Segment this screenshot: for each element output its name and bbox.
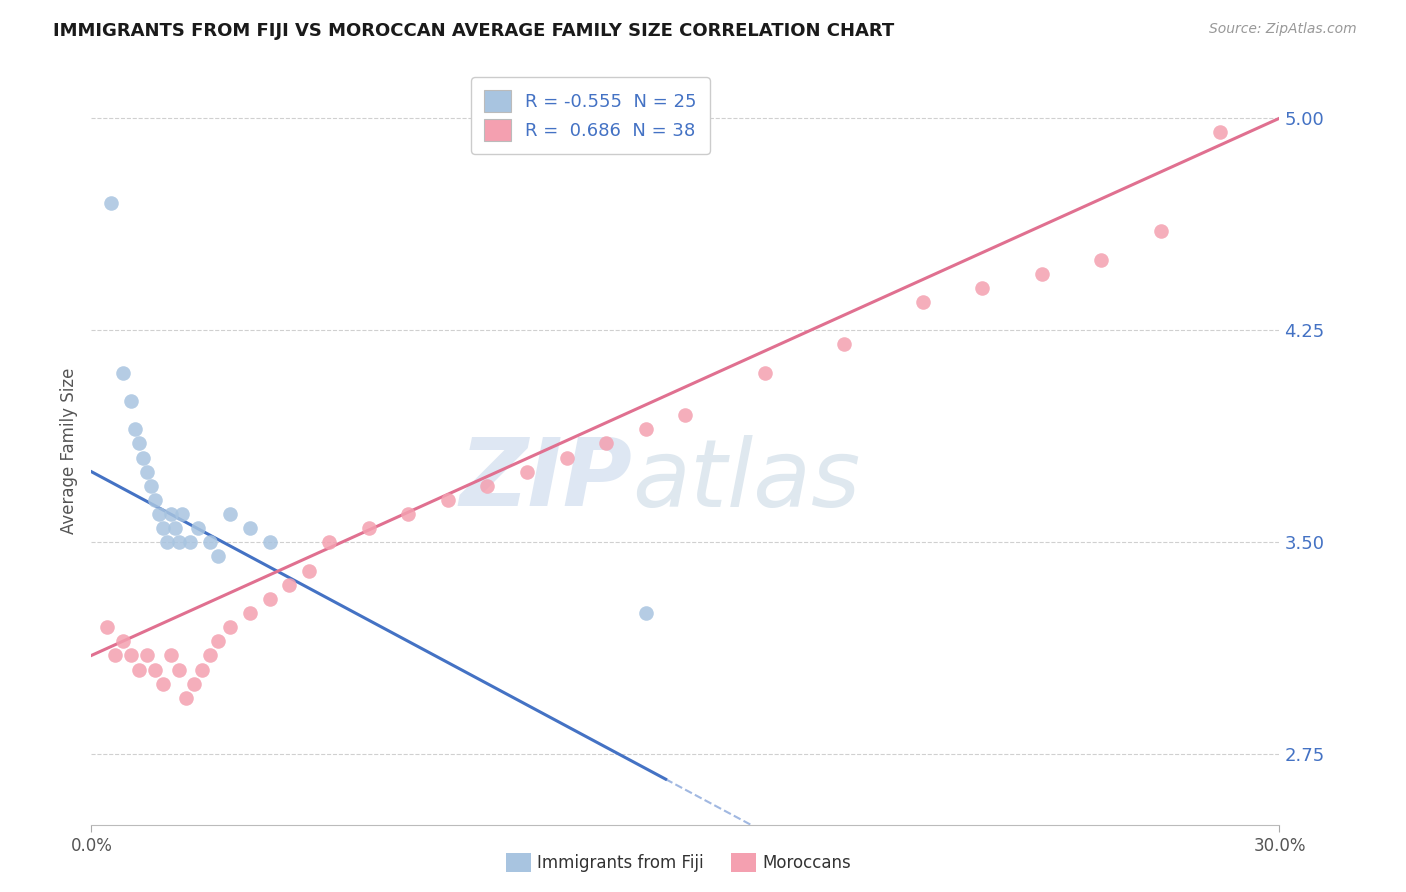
Point — [198, 535, 221, 549]
Point — [139, 479, 162, 493]
Point — [278, 578, 301, 592]
Point — [100, 196, 122, 211]
Point — [187, 521, 209, 535]
Point — [104, 648, 127, 663]
Point — [1031, 267, 1053, 281]
Point — [167, 535, 190, 549]
Point — [972, 281, 994, 295]
Point — [754, 366, 776, 380]
Point — [207, 549, 229, 564]
Point — [1090, 252, 1112, 267]
Point — [239, 606, 262, 620]
Point — [179, 535, 201, 549]
Text: Immigrants from Fiji: Immigrants from Fiji — [537, 854, 704, 871]
Point — [152, 521, 174, 535]
Text: Source: ZipAtlas.com: Source: ZipAtlas.com — [1209, 22, 1357, 37]
Point — [832, 337, 855, 351]
Point — [128, 436, 150, 450]
Point — [132, 450, 155, 465]
Point — [207, 634, 229, 648]
Point — [357, 521, 380, 535]
Point — [1149, 224, 1171, 238]
Point — [167, 663, 190, 677]
Point — [634, 606, 657, 620]
Point — [112, 366, 135, 380]
Point — [219, 620, 242, 634]
Y-axis label: Average Family Size: Average Family Size — [59, 368, 77, 533]
Point — [239, 521, 262, 535]
Point — [477, 479, 499, 493]
Point — [159, 507, 181, 521]
Point — [176, 690, 198, 705]
Point — [124, 422, 146, 436]
Text: Moroccans: Moroccans — [762, 854, 851, 871]
Point — [911, 295, 934, 310]
Point — [595, 436, 617, 450]
Point — [152, 677, 174, 691]
Point — [396, 507, 419, 521]
Point — [159, 648, 181, 663]
Point — [148, 507, 170, 521]
Point — [172, 507, 194, 521]
Point — [135, 648, 157, 663]
Point — [143, 663, 166, 677]
Point — [555, 450, 578, 465]
Point — [163, 521, 186, 535]
Point — [673, 408, 696, 422]
Point — [96, 620, 118, 634]
Point — [516, 465, 538, 479]
Point — [191, 663, 214, 677]
Text: atlas: atlas — [631, 435, 860, 526]
Legend: R = -0.555  N = 25, R =  0.686  N = 38: R = -0.555 N = 25, R = 0.686 N = 38 — [471, 78, 710, 154]
Point — [436, 492, 458, 507]
Point — [120, 394, 142, 409]
Point — [143, 492, 166, 507]
Text: IMMIGRANTS FROM FIJI VS MOROCCAN AVERAGE FAMILY SIZE CORRELATION CHART: IMMIGRANTS FROM FIJI VS MOROCCAN AVERAGE… — [53, 22, 894, 40]
Point — [1209, 125, 1232, 139]
Point — [183, 677, 205, 691]
Point — [318, 535, 340, 549]
Point — [156, 535, 179, 549]
Point — [120, 648, 142, 663]
Point — [135, 465, 157, 479]
Text: ZIP: ZIP — [460, 434, 631, 526]
Point — [198, 648, 221, 663]
Point — [634, 422, 657, 436]
Point — [298, 564, 321, 578]
Point — [219, 507, 242, 521]
Point — [259, 591, 281, 606]
Point — [259, 535, 281, 549]
Point — [128, 663, 150, 677]
Point — [112, 634, 135, 648]
